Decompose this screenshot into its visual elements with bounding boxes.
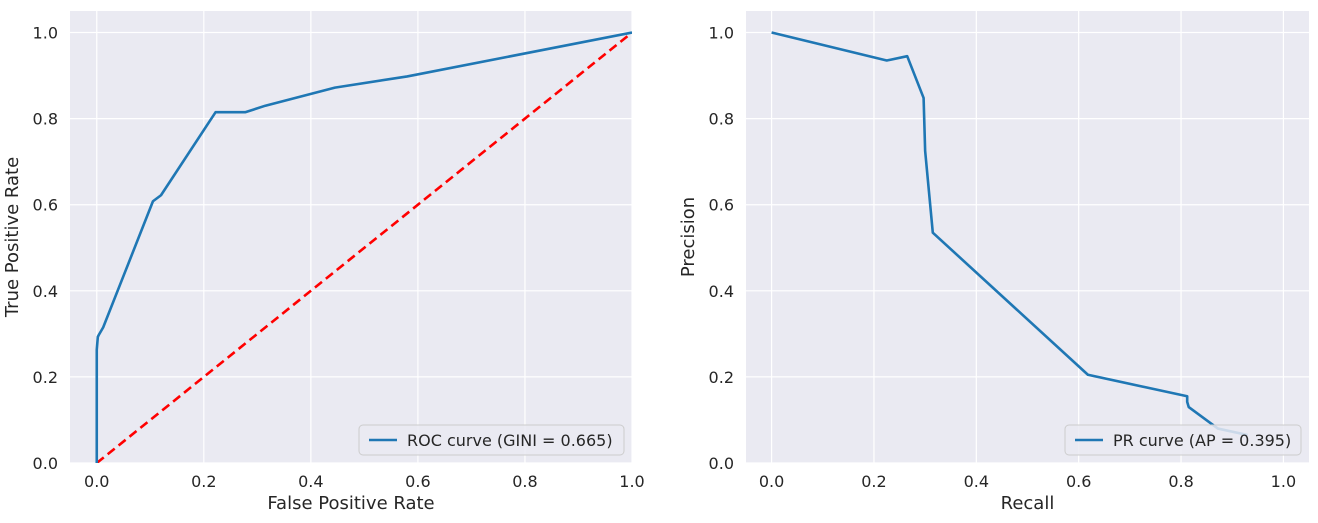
x-axis-label: False Positive Rate	[267, 493, 434, 514]
series-line-0	[95, 31, 632, 463]
x-tick-label: 0.2	[191, 472, 216, 491]
y-tick-label: 0.6	[709, 196, 734, 215]
x-axis-label: Recall	[1001, 493, 1055, 514]
plot-background	[70, 11, 632, 463]
series-line-0	[771, 31, 1248, 437]
chart-panel-1: 0.0 0.2 0.4 0.6 0.8 1.0 0.0 0.2 0.4 0.6 0.8 1.0 Fals…	[2, 11, 645, 514]
reference-line	[95, 31, 632, 463]
y-tick-label: 0.4	[33, 282, 58, 301]
x-tick-label: 0.6	[405, 472, 430, 491]
plot-background	[746, 11, 1309, 463]
chart-panel-2: 0.0 0.2 0.4 0.6 0.8 1.0 0.0 0.2 0.4 0.6 0.8 1.0 Reca…	[678, 11, 1309, 514]
x-tick-label: 0.4	[298, 472, 323, 491]
x-tick-label: 0.2	[861, 472, 886, 491]
y-axis-label: Precision	[678, 197, 699, 277]
x-tick-label: 0.0	[84, 472, 109, 491]
y-tick-label: 0.6	[33, 196, 58, 215]
series-group	[95, 31, 632, 463]
y-tick-label: 0.8	[33, 110, 58, 129]
x-tick-label: 1.0	[1271, 472, 1296, 491]
y-tick-label: 0.0	[33, 454, 58, 473]
y-axis-label: True Positive Rate	[2, 157, 23, 318]
legend: ROC curve (GINI = 0.665)	[358, 424, 625, 456]
y-tick-label: 0.2	[709, 368, 734, 387]
legend-box	[358, 424, 625, 456]
y-tick-label: 0.8	[709, 110, 734, 129]
y-tick-label: 0.4	[709, 282, 734, 301]
series-group	[771, 31, 1248, 437]
legend: PR curve (AP = 0.395)	[1064, 424, 1302, 456]
legend-label: PR curve (AP = 0.395)	[1113, 431, 1291, 450]
x-tick-label: 0.4	[964, 472, 989, 491]
y-tick-label: 1.0	[709, 24, 734, 43]
y-tick-label: 0.2	[33, 368, 58, 387]
x-tick-label: 1.0	[619, 472, 644, 491]
y-tick-label: 1.0	[33, 24, 58, 43]
y-tick-label: 0.0	[709, 454, 734, 473]
x-tick-label: 0.0	[759, 472, 784, 491]
legend-box	[1064, 424, 1302, 456]
x-tick-label: 0.8	[512, 472, 537, 491]
legend-label: ROC curve (GINI = 0.665)	[407, 431, 613, 450]
x-tick-label: 0.8	[1168, 472, 1193, 491]
x-tick-label: 0.6	[1066, 472, 1091, 491]
